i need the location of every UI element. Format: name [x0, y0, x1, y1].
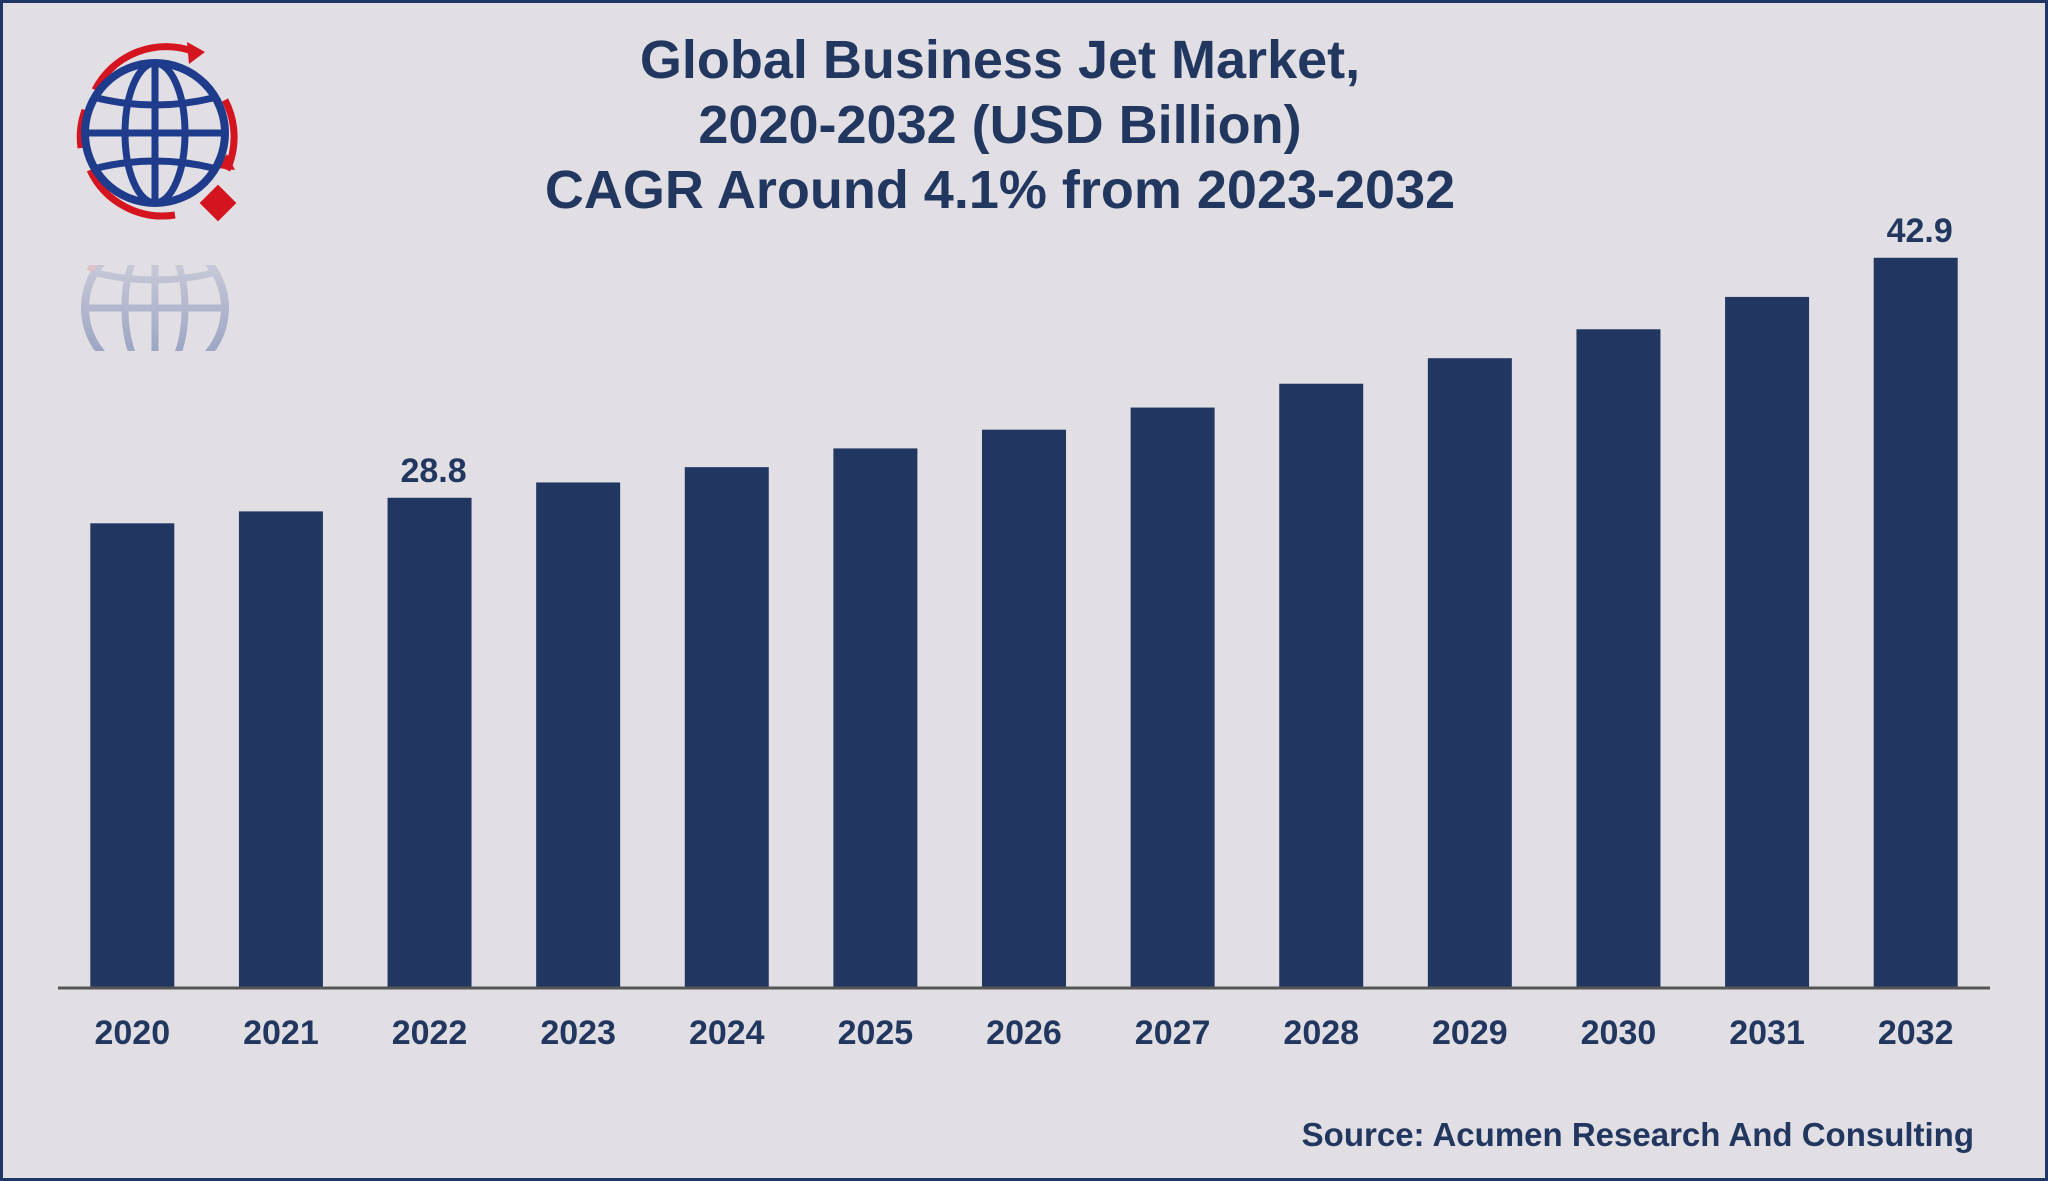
bar-2027 [1130, 407, 1215, 988]
bar-2020 [90, 523, 175, 988]
bar-2030 [1576, 329, 1661, 989]
bar-2023 [536, 482, 621, 988]
bar-2024 [684, 467, 769, 989]
source-note: Source: Acumen Research And Consulting [1301, 1116, 1974, 1153]
bar-2031 [1725, 296, 1810, 989]
bar-2021 [238, 511, 323, 988]
x-tick-label-2030: 2030 [1581, 1014, 1657, 1052]
x-tick-label-2025: 2025 [838, 1014, 914, 1052]
x-tick-label-2028: 2028 [1283, 1014, 1359, 1052]
globe-icon [76, 42, 238, 222]
bar-2025 [833, 448, 918, 988]
x-tick-label-2031: 2031 [1729, 1014, 1805, 1052]
bar-2029 [1427, 358, 1512, 988]
bar-2032 [1873, 257, 1958, 988]
x-tick-label-2027: 2027 [1135, 1014, 1211, 1052]
x-tick-label-2023: 2023 [540, 1014, 616, 1052]
x-tick-label-2024: 2024 [689, 1014, 765, 1052]
data-label-2022: 28.8 [400, 452, 466, 490]
x-tick-label-2032: 2032 [1878, 1014, 1954, 1052]
x-tick-label-2029: 2029 [1432, 1014, 1508, 1052]
data-label-2032: 42.9 [1887, 212, 1953, 250]
x-tick-label-2021: 2021 [243, 1014, 319, 1052]
x-tick-label-2026: 2026 [986, 1014, 1062, 1052]
bar-2028 [1279, 383, 1364, 988]
title-line-3: CAGR Around 4.1% from 2023-2032 [544, 160, 1456, 220]
title-line-2: 2020-2032 (USD Billion) [698, 95, 1302, 155]
title-line-1: Global Business Jet Market, [639, 30, 1361, 90]
chart-title: Global Business Jet Market, 2020-2032 (U… [300, 28, 1700, 223]
bar-2026 [982, 429, 1066, 988]
x-tick-label-2020: 2020 [94, 1014, 170, 1052]
globe-reflection-icon [81, 265, 229, 382]
bar-2022 [387, 497, 472, 988]
x-tick-label-2022: 2022 [392, 1014, 468, 1052]
